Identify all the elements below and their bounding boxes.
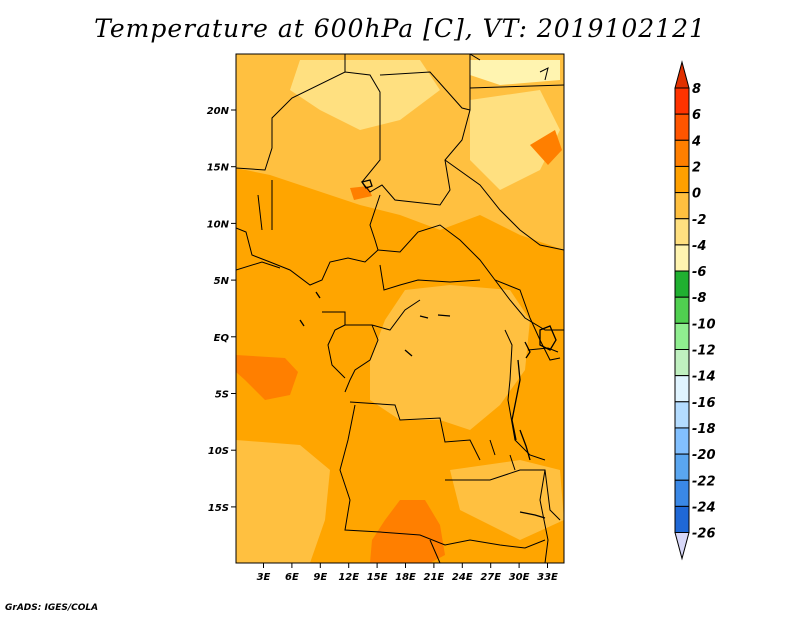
field-northeast-cool-patch <box>470 90 560 190</box>
latitude-axis: 20N 15N 10N 5N EQ 5S 10S 15S <box>207 106 236 514</box>
lat-tick-label: EQ <box>214 333 230 344</box>
lon-tick-label: 6E <box>285 572 299 583</box>
colorbar-label: -20 <box>692 448 716 463</box>
colorbar-bottom-arrow <box>674 532 690 561</box>
lat-tick-label: 10S <box>208 446 229 457</box>
colorbar-swatch <box>674 139 690 167</box>
colorbar-swatch <box>674 165 690 194</box>
colorbar-swatch <box>674 244 690 272</box>
longitude-axis: 3E 6E 9E 12E 15E 18E 21E 24E 27E 30E 33E <box>257 563 558 583</box>
colorbar-label: -22 <box>692 474 716 489</box>
lon-tick-label: 21E <box>424 572 445 583</box>
temperature-field <box>236 54 564 563</box>
colorbar-label: -26 <box>692 527 716 542</box>
field-coast-warm-patch <box>350 186 372 200</box>
colorbar-label: -10 <box>692 317 716 332</box>
colorbar-label: -12 <box>692 344 716 359</box>
lon-tick-label: 27E <box>480 572 501 583</box>
colorbar-swatch <box>674 349 690 377</box>
colorbar-swatch <box>674 505 690 534</box>
field-southwest-0to2 <box>236 440 330 563</box>
map-frame <box>235 53 565 564</box>
colorbar-swatch <box>674 87 690 115</box>
colorbar-label: 0 <box>692 187 701 202</box>
colorbar-top-arrow <box>674 60 690 89</box>
lake-outlines <box>299 179 557 519</box>
colorbar-label: -16 <box>692 396 716 411</box>
lon-tick-label: 3E <box>257 572 271 583</box>
colorbar-swatch <box>674 192 690 220</box>
lon-tick-label: 30E <box>509 572 530 583</box>
colorbar-label: -2 <box>692 213 706 228</box>
field-central-0to2 <box>370 285 530 430</box>
colorbar-label: 2 <box>692 160 701 175</box>
colorbar-swatch <box>674 322 690 351</box>
field-east-warm-patch <box>530 130 562 165</box>
colorbar-label: 6 <box>692 108 701 123</box>
lat-tick-label: 20N <box>207 106 230 117</box>
field-north-cool-patch <box>290 60 440 130</box>
colorbar-label: -6 <box>692 265 706 280</box>
colorbar-label: -18 <box>692 422 716 437</box>
colorbar: 8 6 4 2 0 -2 -4 -6 -8 -10 -12 -14 -16 -18 -20 -22 -24 -26 <box>674 60 716 561</box>
colorbar-swatch <box>674 427 690 455</box>
lon-tick-label: 15E <box>367 572 388 583</box>
colorbar-label: -4 <box>692 239 706 254</box>
colorbar-swatch <box>674 270 690 298</box>
field-south-warm-patch <box>370 500 445 563</box>
field-west-warm-patch <box>236 355 298 400</box>
lon-tick-label: 24E <box>452 572 473 583</box>
field-ne-cool-strip <box>470 60 560 85</box>
colorbar-label: -24 <box>692 500 716 515</box>
lon-tick-label: 12E <box>338 572 359 583</box>
colorbar-swatch <box>674 296 690 324</box>
chart-title: Temperature at 600hPa [C], VT: 201910212… <box>94 14 706 43</box>
colorbar-swatch <box>674 218 690 246</box>
lon-tick-label: 9E <box>313 572 327 583</box>
colorbar-swatch <box>674 479 690 507</box>
colorbar-label: 4 <box>691 134 701 149</box>
lat-tick-label: 15N <box>207 163 230 174</box>
lon-tick-label: 33E <box>537 572 558 583</box>
credit-text: GrADS: IGES/COLA <box>5 603 99 613</box>
lat-tick-label: 10N <box>207 219 230 230</box>
colorbar-label: -14 <box>692 370 716 385</box>
colorbar-swatch <box>674 113 690 141</box>
lat-tick-label: 5N <box>214 276 230 287</box>
lon-tick-label: 18E <box>395 572 416 583</box>
colorbar-label: -8 <box>692 291 706 306</box>
colorbar-swatch <box>674 401 690 429</box>
colorbar-label: 8 <box>692 82 701 97</box>
colorbar-swatch <box>674 453 690 481</box>
colorbar-swatch <box>674 375 690 403</box>
lat-tick-label: 15S <box>208 503 229 514</box>
lat-tick-label: 5S <box>215 390 229 401</box>
